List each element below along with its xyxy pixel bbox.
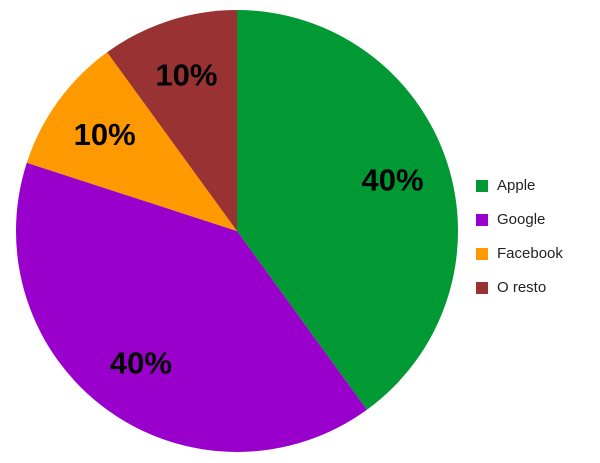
legend-swatch [476,214,488,226]
legend-label: Facebook [497,245,563,262]
pie-slice [107,10,237,231]
legend-label: Apple [497,177,535,194]
legend-label: O resto [497,279,546,296]
value-label: 10% [155,58,217,93]
legend-swatch [476,282,488,294]
pie-slice [237,10,459,410]
legend-swatch [476,248,488,260]
legend-label: Google [497,211,545,228]
value-label: 40% [110,345,172,380]
value-label: 40% [362,163,424,198]
pie-slice [26,52,237,231]
pie-slice [15,162,367,453]
legend-swatch [476,180,488,192]
value-label: 10% [74,117,136,152]
